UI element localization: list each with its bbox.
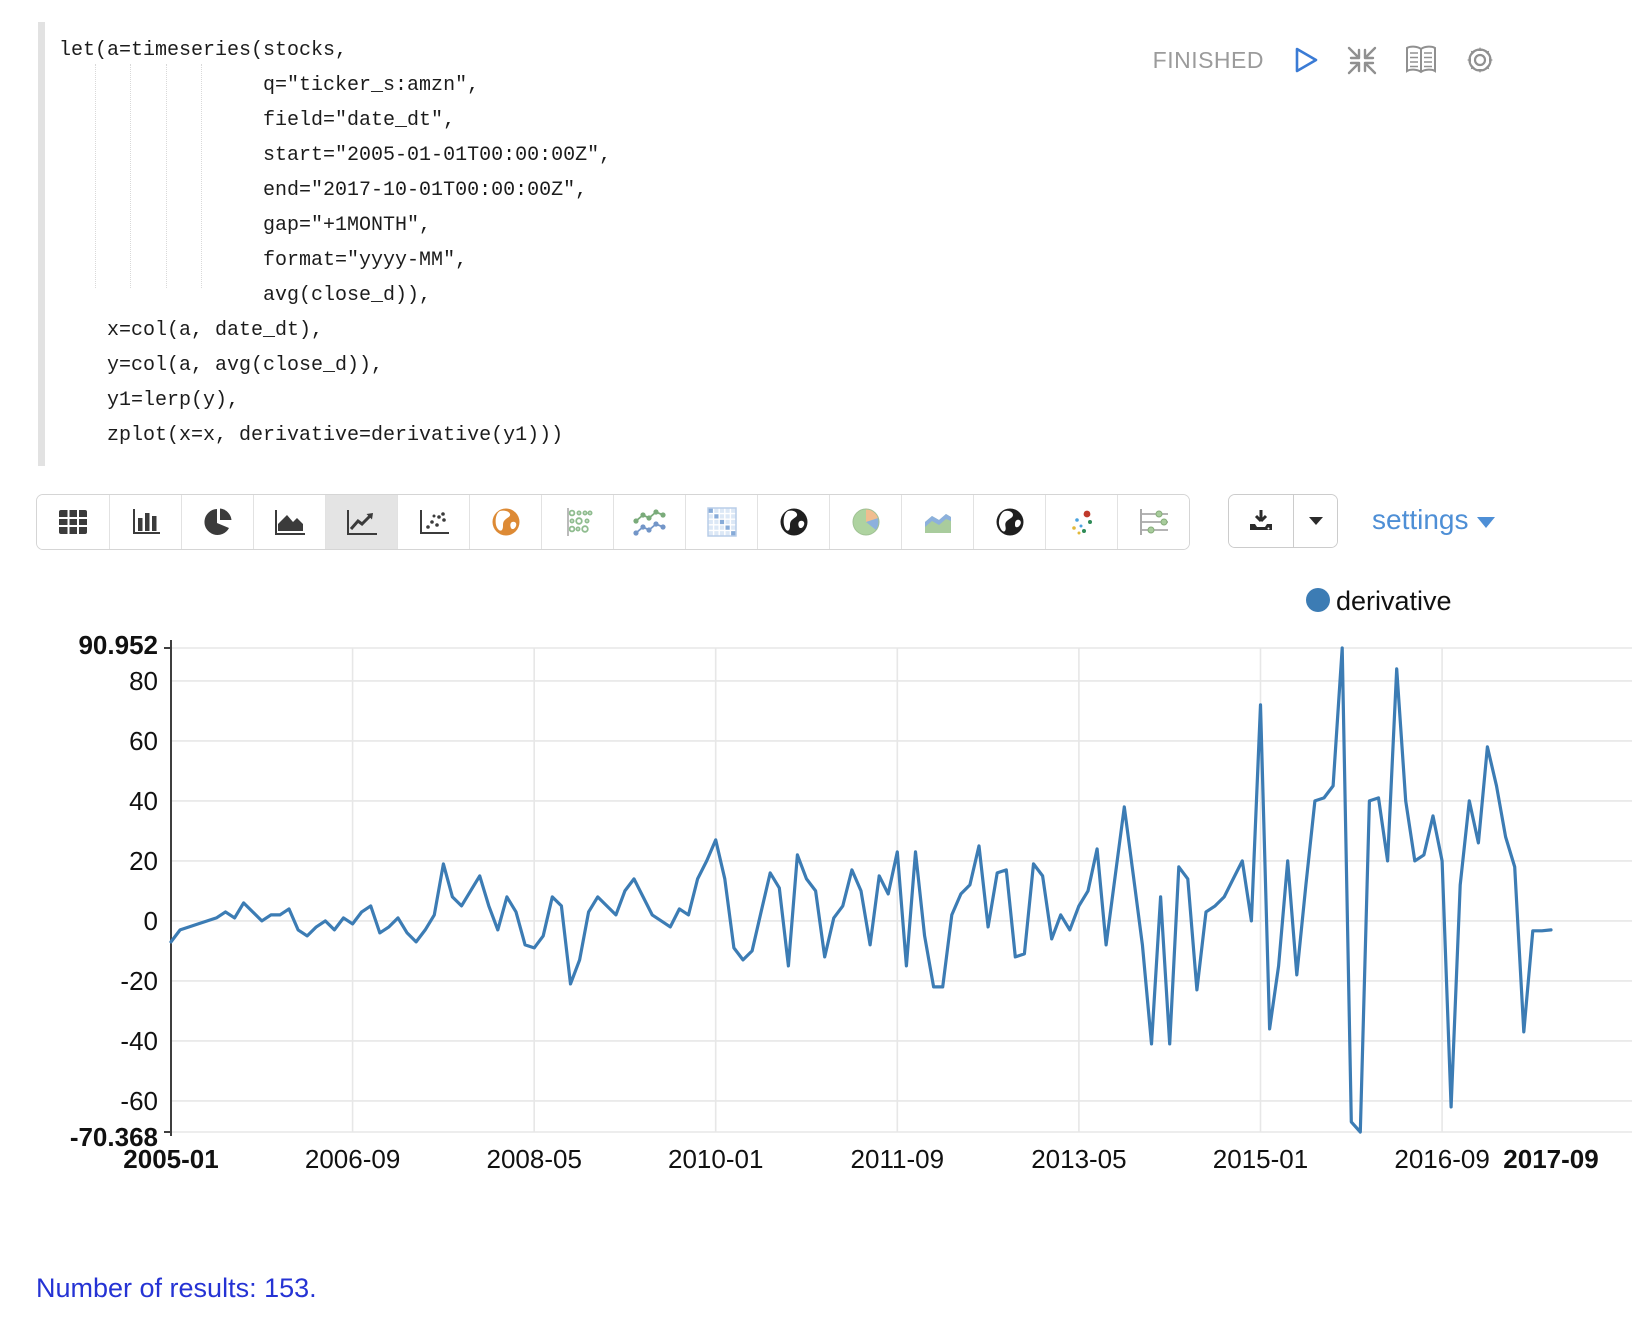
chart-type-globe-dark-2-button[interactable] bbox=[973, 495, 1045, 549]
chart-type-pie-colored-button[interactable] bbox=[829, 495, 901, 549]
notebook-paragraph: FINISHED bbox=[36, 22, 1602, 466]
chart-type-parallel-sliders-button[interactable] bbox=[1117, 495, 1189, 549]
svg-text:2005-01: 2005-01 bbox=[123, 1144, 218, 1174]
chart-type-bar-button[interactable] bbox=[109, 495, 181, 549]
book-icon[interactable] bbox=[1404, 44, 1438, 76]
chart-type-table-button[interactable] bbox=[37, 495, 109, 549]
download-split-button bbox=[1228, 494, 1338, 548]
svg-text:2008-05: 2008-05 bbox=[486, 1144, 581, 1174]
chart-type-heatmap-button[interactable] bbox=[685, 495, 757, 549]
chart-type-line-button[interactable] bbox=[325, 495, 397, 549]
svg-text:-20: -20 bbox=[120, 966, 158, 996]
chart-type-group bbox=[36, 494, 1190, 550]
svg-text:2016-09: 2016-09 bbox=[1394, 1144, 1489, 1174]
code-editor[interactable]: let(a=timeseries(stocks, q="ticker_s:amz… bbox=[38, 22, 1602, 466]
svg-text:2013-05: 2013-05 bbox=[1031, 1144, 1126, 1174]
settings-caret-icon bbox=[1476, 516, 1495, 528]
status-badge: FINISHED bbox=[1152, 46, 1264, 73]
chart-type-multi-line-button[interactable] bbox=[613, 495, 685, 549]
chart-type-scatter-colored-button[interactable] bbox=[1045, 495, 1117, 549]
chart-type-area-button[interactable] bbox=[253, 495, 325, 549]
settings-link[interactable]: settings bbox=[1372, 504, 1495, 536]
svg-text:90.952: 90.952 bbox=[78, 630, 158, 660]
chart-type-scatter-button[interactable] bbox=[397, 495, 469, 549]
svg-text:2010-01: 2010-01 bbox=[668, 1144, 763, 1174]
svg-text:80: 80 bbox=[129, 666, 158, 696]
svg-text:60: 60 bbox=[129, 726, 158, 756]
results-count-text: Number of results: 153. bbox=[36, 1273, 317, 1303]
visualization-toolbar: settings bbox=[36, 494, 1602, 550]
chart-type-stacked-area-button[interactable] bbox=[901, 495, 973, 549]
code-content: let(a=timeseries(stocks, q="ticker_s:amz… bbox=[59, 39, 612, 447]
gear-icon[interactable] bbox=[1464, 44, 1496, 76]
svg-text:2006-09: 2006-09 bbox=[305, 1144, 400, 1174]
svg-text:20: 20 bbox=[129, 846, 158, 876]
svg-text:2017-09: 2017-09 bbox=[1503, 1144, 1598, 1174]
settings-label: settings bbox=[1372, 504, 1469, 535]
code-text[interactable]: let(a=timeseries(stocks, q="ticker_s:amz… bbox=[59, 32, 1602, 452]
svg-text:2015-01: 2015-01 bbox=[1213, 1144, 1308, 1174]
play-icon[interactable] bbox=[1290, 45, 1320, 75]
chart-type-bubble-grid-button[interactable] bbox=[541, 495, 613, 549]
svg-text:2011-09: 2011-09 bbox=[851, 1144, 945, 1174]
paragraph-controls: FINISHED bbox=[1153, 44, 1496, 76]
svg-text:derivative: derivative bbox=[1336, 586, 1452, 616]
chart-type-map-orange-button[interactable] bbox=[469, 495, 541, 549]
svg-text:40: 40 bbox=[129, 786, 158, 816]
svg-text:0: 0 bbox=[144, 906, 158, 936]
shrink-icon[interactable] bbox=[1346, 44, 1378, 76]
svg-text:-40: -40 bbox=[120, 1026, 158, 1056]
chart-type-pie-button[interactable] bbox=[181, 495, 253, 549]
download-options-caret[interactable] bbox=[1293, 495, 1337, 547]
chart-type-globe-dark-button[interactable] bbox=[757, 495, 829, 549]
derivative-chart: 80 60 40 20 0 -20 -40 -60 90.952 -70.368 2005-01 20… bbox=[6, 580, 1632, 1189]
download-button[interactable] bbox=[1229, 495, 1293, 547]
svg-text:-60: -60 bbox=[120, 1086, 158, 1116]
svg-text:-70.368: -70.368 bbox=[70, 1122, 158, 1152]
